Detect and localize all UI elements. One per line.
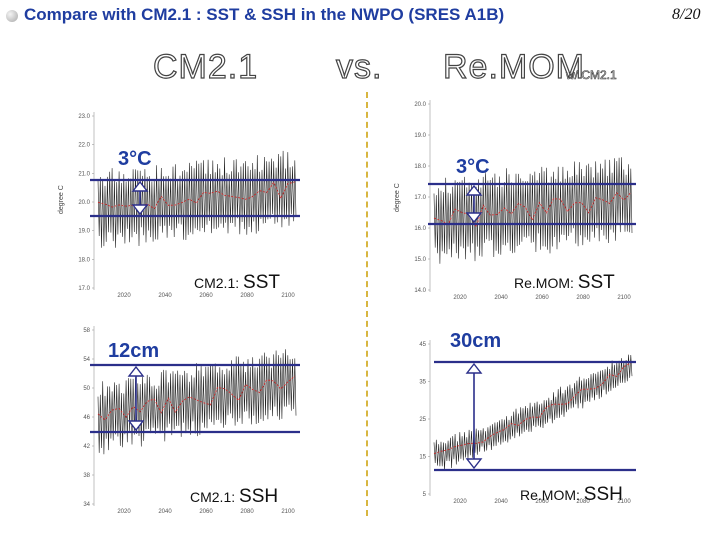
trend-line	[433, 362, 632, 455]
y-tick-label: 5	[423, 492, 427, 498]
x-tick-label: 2060	[199, 293, 213, 299]
y-tick-label: 34	[83, 502, 90, 508]
y-tick-label: 16.0	[414, 226, 426, 232]
x-tick-label: 2040	[494, 295, 508, 300]
panel-label-model: Re.MOM:	[520, 487, 580, 503]
x-tick-label: 2100	[617, 295, 631, 300]
x-tick-label: 2020	[117, 293, 131, 299]
series-line	[433, 157, 633, 264]
x-tick-label: 2040	[158, 509, 172, 515]
panel-label-variable: SSH	[239, 486, 279, 507]
arrow-down-icon	[131, 204, 149, 216]
caption-remom: Re.MOM	[442, 47, 585, 86]
x-tick-label: 2100	[281, 509, 295, 515]
panel-label-variable: SST	[243, 272, 280, 293]
arrow-down-icon	[465, 212, 483, 224]
x-tick-label: 2060	[535, 499, 549, 505]
slide-title: Compare with CM2.1 : SST & SSH in the NW…	[24, 5, 505, 24]
range-annotation: 3°C	[118, 148, 152, 170]
y-tick-label: 17.0	[414, 195, 426, 201]
y-tick-label: 54	[83, 357, 90, 363]
arrow-up-icon	[131, 180, 149, 192]
cm21-sst-plot: 23.0 22.0 21.0 20.0 19.0 18.0 17.0 2020 2040 2060…	[78, 112, 300, 299]
y-tick-label: 18.0	[78, 257, 90, 263]
y-tick-label: 42	[83, 444, 90, 450]
caption-remom-subtitle: w/ CM2.1	[566, 68, 617, 83]
y-tick-label: 50	[83, 386, 90, 392]
panel-label: CM2.1: SST	[194, 272, 280, 294]
x-tick-label: 2080	[240, 509, 254, 515]
panel-cm21-ssh: 58 54 50 46 42 38 34 2020 2040 2060 2080 2100 12cm …	[62, 318, 306, 524]
y-axis-label: degree C	[58, 185, 65, 214]
x-tick-label: 2080	[240, 293, 254, 299]
range-annotation: 30cm	[450, 330, 502, 352]
y-tick-label: 17.0	[78, 286, 90, 292]
x-tick-label: 2020	[453, 499, 467, 505]
bullet-icon	[6, 10, 18, 22]
panel-label-model: CM2.1:	[190, 489, 236, 505]
series-line	[433, 354, 633, 471]
panel-remom-sst: 20.0 19.0 18.0 17.0 16.0 15.0 14.0 2020 2040 2060…	[394, 100, 642, 300]
remom-ssh-plot: 45 35 25 15 5 2020 2040 2060 2080 2100	[419, 340, 636, 505]
series-line	[97, 150, 297, 248]
panel-label: CM2.1: SSH	[190, 486, 278, 508]
cm21-ssh-plot: 58 54 50 46 42 38 34 2020 2040 2060 2080 2100	[83, 326, 300, 515]
y-tick-label: 35	[419, 380, 426, 386]
arrow-down-icon	[465, 458, 483, 470]
arrow-down-icon	[127, 420, 145, 432]
arrow-up-icon	[465, 362, 483, 374]
y-tick-label: 19.0	[78, 229, 90, 235]
x-tick-label: 2100	[617, 499, 631, 505]
y-tick-label: 15.0	[414, 257, 426, 263]
range-annotation: 3°C	[456, 156, 490, 178]
x-tick-label: 2080	[576, 499, 590, 505]
arrow-up-icon	[127, 365, 145, 377]
arrow-up-icon	[465, 184, 483, 196]
panel-label-variable: SST	[577, 272, 615, 293]
x-tick-label: 2100	[281, 293, 295, 299]
y-tick-label: 18.0	[414, 164, 426, 170]
y-axis-label: degree C	[394, 183, 401, 212]
caption-cm21: CM2.1	[152, 47, 259, 86]
y-tick-label: 23.0	[78, 114, 90, 120]
x-tick-label: 2040	[494, 499, 508, 505]
remom-sst-plot: 20.0 19.0 18.0 17.0 16.0 15.0 14.0 2020 2040 2060…	[414, 100, 636, 300]
page-number: 8/20	[672, 6, 701, 23]
slide-header: Compare with CM2.1 : SST & SSH in the NW…	[0, 0, 720, 32]
y-tick-label: 20.0	[414, 102, 426, 108]
y-tick-label: 25	[419, 417, 426, 423]
y-tick-label: 46	[83, 415, 90, 421]
x-tick-label: 2060	[535, 295, 549, 300]
y-tick-label: 38	[83, 473, 90, 479]
y-tick-label: 15	[419, 455, 426, 461]
panel-remom-ssh: 45 35 25 15 5 2020 2040 2060 2080 2100 30cm Re.MO…	[398, 318, 642, 524]
x-tick-label: 2060	[199, 509, 213, 515]
x-tick-label: 2020	[453, 295, 467, 300]
y-tick-label: 19.0	[414, 133, 426, 139]
panel-cm21-sst: 23.0 22.0 21.0 20.0 19.0 18.0 17.0 2020 2040 2060…	[58, 102, 306, 302]
y-tick-label: 58	[83, 328, 90, 334]
center-divider	[366, 92, 368, 516]
range-annotation: 12cm	[108, 340, 160, 362]
panel-label-variable: SSH	[583, 484, 623, 505]
y-tick-label: 45	[419, 342, 426, 348]
y-tick-label: 14.0	[414, 288, 426, 294]
x-tick-label: 2020	[117, 509, 131, 515]
panel-label: Re.MOM: SSH	[520, 484, 623, 506]
x-tick-label: 2080	[576, 295, 590, 300]
y-tick-label: 21.0	[78, 171, 90, 177]
panel-label-model: CM2.1:	[194, 275, 240, 291]
y-tick-label: 20.0	[78, 200, 90, 206]
panel-label-model: Re.MOM:	[514, 275, 574, 291]
panel-label: Re.MOM: SST	[514, 272, 615, 294]
series-line	[97, 349, 297, 455]
caption-vs: vs.	[335, 47, 383, 86]
y-tick-label: 22.0	[78, 143, 90, 149]
x-tick-label: 2040	[158, 293, 172, 299]
